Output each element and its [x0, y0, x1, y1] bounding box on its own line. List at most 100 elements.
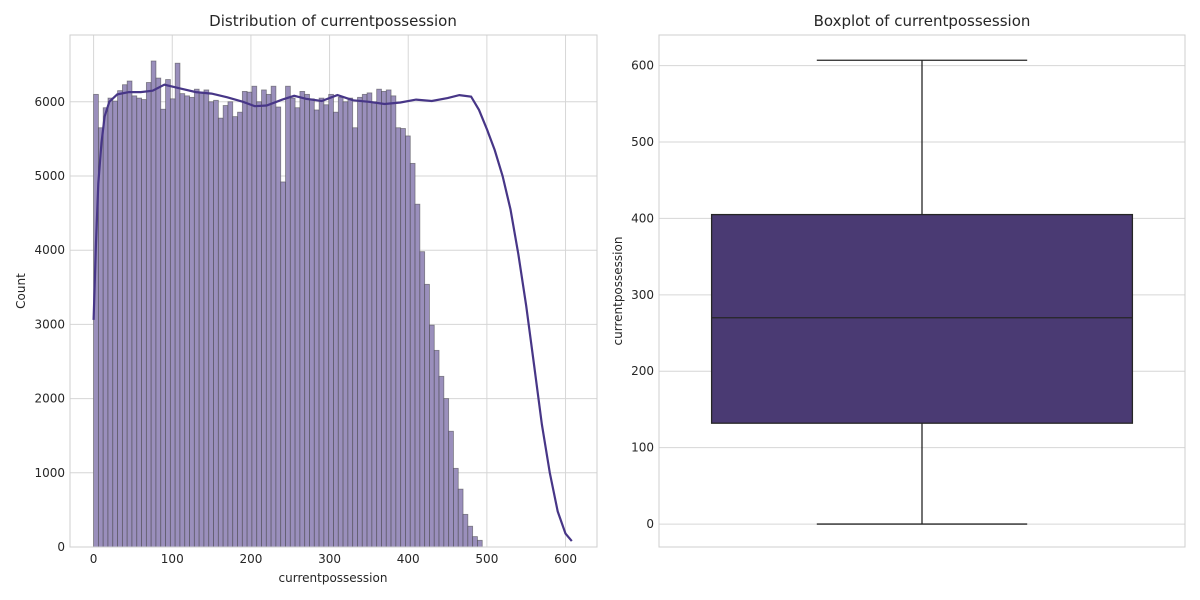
histogram-bar	[227, 101, 234, 548]
histogram-y-tick-label: 6000	[34, 95, 65, 109]
histogram-bar	[141, 99, 147, 548]
histogram-y-tick-label: 3000	[34, 317, 65, 331]
histogram-bar	[270, 85, 277, 548]
histogram-bar	[256, 101, 262, 548]
histogram-bar	[237, 111, 243, 548]
histogram-bar	[366, 92, 373, 548]
histogram-bar	[241, 90, 248, 548]
histogram-bar	[213, 99, 219, 548]
histogram-bar	[251, 85, 258, 548]
histogram-bar	[462, 513, 469, 548]
histogram-bar	[333, 111, 339, 548]
histogram-y-ticks: 0 1000 2000 3000 4000 5000 6000	[34, 95, 65, 554]
histogram-bar	[222, 105, 229, 548]
histogram-y-tick-label: 0	[57, 540, 65, 554]
histogram-plot-frame	[69, 34, 598, 548]
histogram-bar	[347, 97, 354, 548]
histogram-bar	[304, 93, 310, 548]
boxplot-y-tick-label: 100	[631, 441, 654, 455]
histogram-bar	[371, 101, 378, 548]
boxplot-y-ticks: 0 100 200 300 400 500 600	[631, 59, 654, 532]
histogram-y-label: Count	[14, 273, 28, 309]
histogram-bars	[93, 60, 483, 548]
histogram-bar	[280, 181, 286, 548]
histogram-y-tick-label: 2000	[34, 392, 65, 406]
histogram-bar	[361, 93, 368, 548]
boxplot-y-tick-label: 400	[631, 211, 654, 225]
histogram-bar	[93, 93, 99, 548]
histogram-bar	[414, 203, 421, 548]
boxplot-title: Boxplot of currentpossession	[814, 12, 1031, 30]
histogram-bar	[145, 82, 152, 548]
histogram-bar	[337, 96, 344, 548]
boxplot-y-tick-label: 200	[631, 364, 654, 378]
histogram-bar	[342, 101, 349, 548]
iqr-box	[710, 213, 1134, 424]
histogram-bar	[117, 90, 123, 548]
histogram-bar	[126, 80, 133, 548]
histogram-bar	[395, 127, 402, 548]
histogram-y-tick-label: 5000	[34, 169, 65, 183]
histogram-bar	[381, 90, 387, 548]
histogram-bar	[150, 60, 157, 548]
histogram-bar	[376, 88, 382, 548]
histogram-bar	[184, 95, 190, 548]
histogram-bar	[107, 97, 114, 548]
histogram-bar	[179, 93, 186, 548]
histogram-bar	[189, 96, 195, 548]
histogram-bar	[208, 101, 214, 548]
histogram-bar	[289, 97, 296, 548]
histogram-bar	[457, 488, 464, 548]
histogram-bar	[265, 93, 272, 548]
histogram-bar	[294, 107, 301, 548]
histogram-bar	[352, 127, 358, 548]
histogram-bar	[203, 89, 210, 548]
histogram-x-tick-label: 100	[161, 552, 184, 566]
histogram-bar	[453, 467, 459, 548]
histogram-x-tick-label: 200	[239, 552, 262, 566]
histogram-bar	[131, 95, 138, 548]
histogram-bar	[232, 116, 238, 548]
histogram-bar	[438, 375, 445, 548]
histogram-y-tick-label: 4000	[34, 243, 65, 257]
histogram-bar	[160, 108, 166, 548]
histogram-x-label: currentpossession	[279, 571, 388, 585]
boxplot-y-tick-label: 300	[631, 288, 654, 302]
histogram-bar	[121, 84, 128, 548]
histogram-bar	[155, 77, 162, 548]
histogram-x-tick-label: 300	[318, 552, 341, 566]
histogram-bar	[385, 89, 392, 548]
histogram-bar	[400, 128, 406, 548]
boxplot-plot-frame	[658, 34, 1186, 548]
histogram-bar	[261, 89, 267, 548]
histogram-x-ticks: 0 100 200 300 400 500 600	[90, 552, 577, 566]
histogram-bar	[328, 93, 334, 548]
histogram-bar	[246, 91, 253, 548]
histogram-bar	[102, 107, 109, 548]
histogram-y-tick-label: 1000	[34, 466, 65, 480]
histogram-bar	[309, 98, 315, 548]
boxplot-panel: 0 100 200 300 400 500 600 Boxplot of currentpo…	[611, 12, 1186, 548]
histogram-bar	[323, 104, 330, 548]
histogram-x-tick-label: 0	[90, 552, 98, 566]
histogram-bar	[112, 100, 118, 548]
histogram-x-tick-label: 500	[475, 552, 498, 566]
histogram-title: Distribution of currentpossession	[209, 12, 457, 30]
histogram-bar	[409, 162, 416, 548]
histogram-bar	[136, 97, 142, 548]
histogram-bar	[477, 539, 483, 548]
histogram-bar	[217, 117, 224, 548]
histogram-x-tick-label: 600	[554, 552, 577, 566]
boxplot-y-label: currentpossession	[611, 237, 625, 346]
histogram-bar	[313, 109, 320, 548]
histogram-bar	[165, 79, 171, 548]
histogram-bar	[193, 88, 200, 548]
histogram-bar	[285, 85, 291, 548]
histogram-bar	[169, 98, 176, 548]
histogram-bar	[318, 97, 325, 548]
histogram-bar	[390, 95, 397, 548]
histogram-bar	[448, 430, 454, 548]
boxplot-y-tick-label: 500	[631, 135, 654, 149]
histogram-bar	[424, 283, 430, 548]
